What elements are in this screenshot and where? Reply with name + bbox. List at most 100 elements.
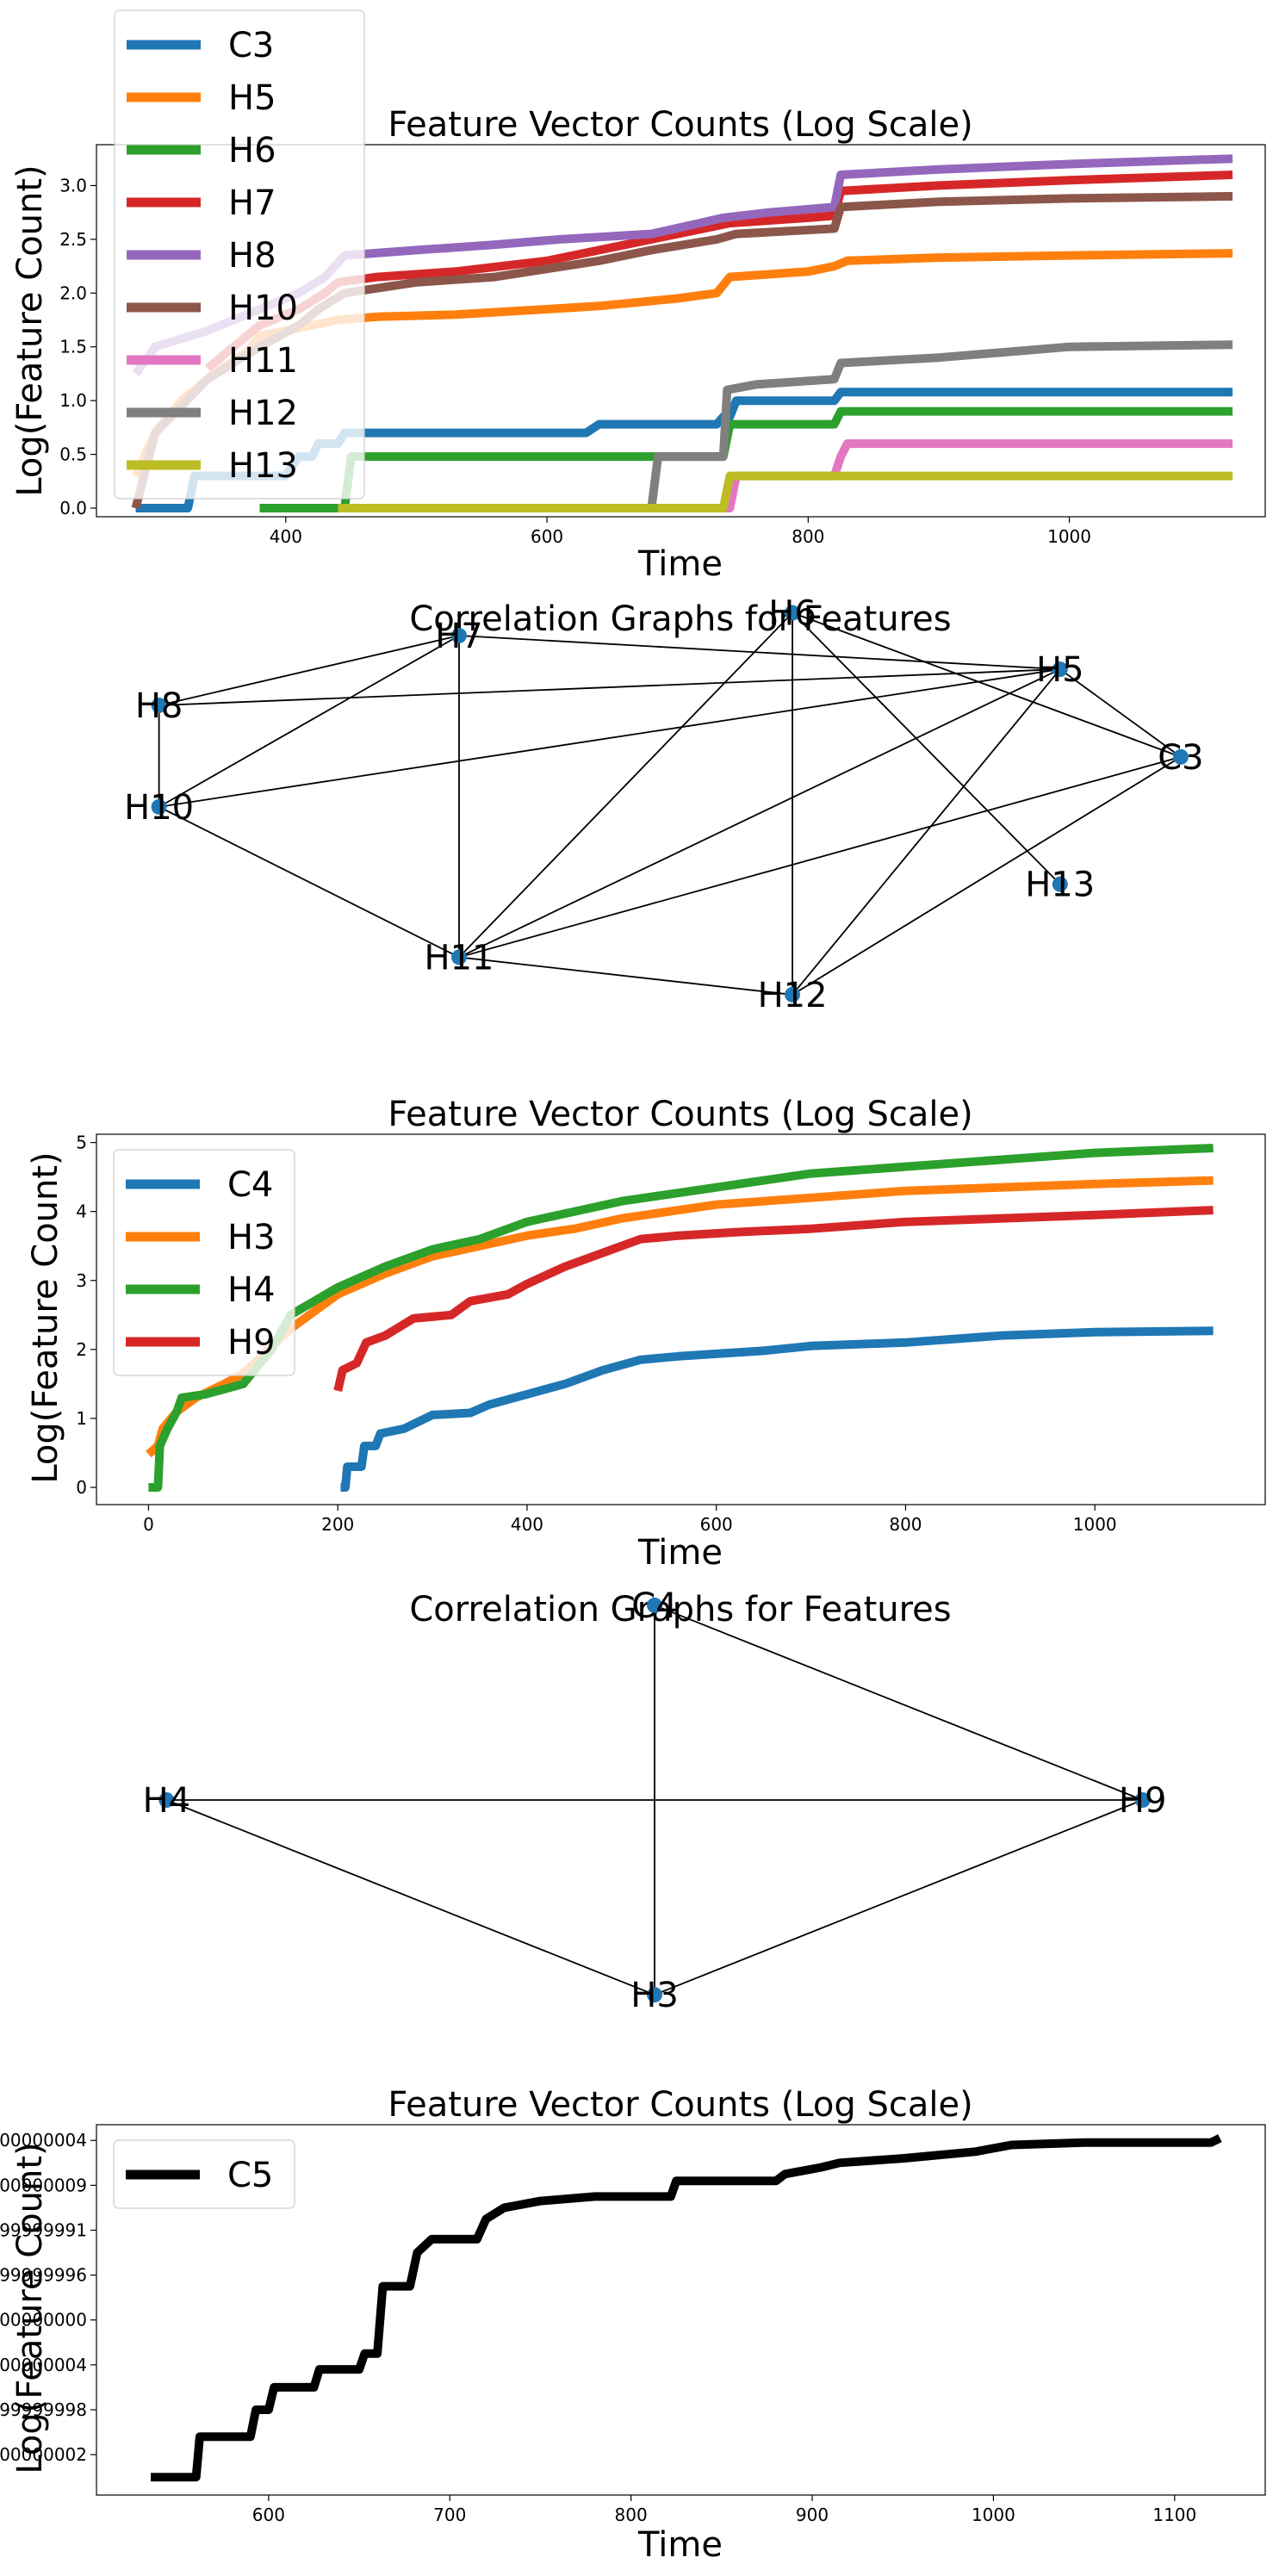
panel-1-legend-label-h10: H10: [228, 289, 298, 328]
panel-1-series-line-h6: [259, 407, 1233, 512]
panel-2-edge-h7-h8: [158, 635, 460, 706]
panel-2-node-h12: [785, 986, 801, 1002]
panel-4-node-label-h3: H3: [630, 1976, 679, 2015]
panel-5-legend-box: [113, 2139, 295, 2209]
panel-5-y-tick-label: 1.39999999999999991: [0, 2219, 87, 2240]
panel-1-legend-label-c3: C3: [228, 26, 274, 65]
panel-4-edge-h4-h3: [165, 1799, 655, 1996]
panel-2-node-label-h12: H12: [758, 976, 828, 1015]
panel-1-series-line-h12: [647, 340, 1233, 509]
panel-3-x-tick-label: 1000: [1073, 1514, 1117, 1535]
panel-5-y-tick-label: 1.60000000000000009: [0, 2175, 87, 2195]
panel-1-legend-label-h11: H11: [228, 341, 298, 381]
panel-5-legend-label-c5: C5: [227, 2156, 273, 2195]
panel-2-edge-h5-h12: [792, 668, 1061, 996]
panel-1-x-tick-label: 400: [270, 526, 302, 547]
panel-4-edge-h3-h9: [654, 1799, 1144, 1996]
panel-2-network: Correlation Graphs for Features H7 H6 H5 H8…: [124, 594, 1204, 1015]
panel-1-legend-box: [114, 9, 365, 500]
panel-1-y-tick-label: 1.5: [59, 337, 87, 357]
panel-5-xlabel: Time: [637, 2525, 723, 2565]
panel-1-y-tick-label: 2.5: [59, 229, 87, 250]
panel-3-legend-label-c4: C4: [227, 1165, 273, 1205]
panel-2-edge-h7-h10: [158, 635, 460, 808]
panel-2-node-h6: [785, 605, 801, 621]
panel-5-x-tick-label: 1100: [1152, 2505, 1196, 2525]
panel-5-ylabel: Log(Feature Count): [10, 2142, 50, 2474]
panel-2-edge-h7-h5: [458, 635, 1060, 670]
panel-4-node-label-c4: C4: [631, 1586, 677, 1626]
panel-3-x-tick-label: 600: [700, 1514, 733, 1535]
panel-1-legend-label-h12: H12: [228, 394, 298, 433]
panel-2-edge-h10-h11: [158, 806, 460, 959]
panel-5-series-line-c5: [151, 2134, 1222, 2482]
panel-1-y-tick-label: 0.5: [59, 444, 87, 465]
panel-2-node-label-h11: H11: [424, 938, 494, 978]
panel-2-node-label-h10: H10: [124, 788, 194, 828]
panel-1-legend-label-h5: H5: [228, 78, 276, 118]
panel-1-x-tick-label: 1000: [1047, 526, 1091, 547]
panel-2-node-label-h6: H6: [768, 594, 816, 634]
panel-1-x-tick-label: 600: [531, 526, 563, 547]
panel-3-y-tick-label: 0: [76, 1477, 87, 1498]
panel-5-series-group: [151, 2134, 1222, 2482]
panel-3-legend-label-h9: H9: [227, 1323, 276, 1362]
panel-2-title: Correlation Graphs for Features: [409, 599, 951, 639]
panel-1-legend-label-h6: H6: [228, 131, 276, 171]
panel-3-y-tick-label: 3: [76, 1270, 87, 1291]
panel-5-y-tick-label: 0.59999999999999998: [0, 2399, 87, 2420]
panel-3-legend-label-h3: H3: [227, 1218, 276, 1257]
panel-5-title: Feature Vector Counts (Log Scale): [388, 2085, 972, 2125]
panel-4-node-label-h9: H9: [1119, 1781, 1167, 1821]
panel-5-x-tick-label: 700: [433, 2505, 466, 2525]
panel-2-node-h10: [151, 798, 167, 815]
panel-5-x-tick-label: 600: [252, 2505, 285, 2525]
panel-1-line-chart: Feature Vector Counts (Log Scale) Time L…: [10, 9, 1266, 584]
panel-4-network: Correlation Graphs for Features C4 H4 H9 H3: [143, 1586, 1167, 2015]
panel-2-edge-h12-c3: [792, 756, 1182, 996]
panel-2-node-h5: [1052, 661, 1068, 678]
panel-2-node-h13: [1052, 876, 1068, 892]
panel-2-node-c3: [1172, 748, 1189, 765]
panel-1-legend-label-h7: H7: [228, 183, 276, 223]
panel-2-node-h8: [151, 697, 167, 713]
panel-2-edge-h11-c3: [458, 755, 1182, 959]
panel-2-node-h7: [450, 627, 467, 643]
panel-1-axes-frame: [96, 144, 1266, 518]
panel-3-series-line-h4: [148, 1144, 1214, 1492]
panel-4-node-label-h4: H4: [143, 1781, 191, 1821]
panel-2-edge-h6-h13: [792, 611, 1061, 885]
panel-2-edge-h5-h11: [458, 668, 1061, 959]
panel-4-node-h9: [1134, 1792, 1151, 1808]
panel-3-series-line-c4: [340, 1326, 1214, 1492]
panel-1-legend-label-h13: H13: [228, 446, 298, 486]
panel-2-node-label-h7: H7: [435, 617, 483, 656]
panel-1-series-line-h13: [338, 471, 1233, 512]
panel-2-node-label-c3: C3: [1158, 738, 1203, 778]
panel-3-x-tick-label: 400: [511, 1514, 543, 1535]
panel-3-x-tick-label: 200: [321, 1514, 354, 1535]
panel-2-node-label-h8: H8: [135, 686, 183, 726]
panel-3-y-tick-label: 5: [76, 1133, 87, 1153]
panel-3-y-tick-label: 4: [76, 1201, 87, 1222]
panel-2-edge-h6-h11: [458, 611, 793, 959]
panel-1-legend-label-h8: H8: [228, 236, 276, 276]
panel-2-node-label-h5: H5: [1036, 650, 1084, 690]
panel-3-x-tick-label: 800: [889, 1514, 922, 1535]
panel-4-edge-c4-h9: [654, 1605, 1144, 1801]
panel-1-ylabel: Log(Feature Count): [10, 164, 50, 496]
panel-3-y-tick-label: 1: [76, 1408, 87, 1429]
panel-3-legend-label-h4: H4: [227, 1270, 276, 1310]
panel-2-edge-h5-c3: [1059, 668, 1182, 758]
panel-1-y-tick-label: 1.0: [59, 390, 87, 411]
panel-2-node-h11: [450, 949, 467, 965]
panel-3-line-chart: Feature Vector Counts (Log Scale) Time L…: [26, 1095, 1266, 1573]
panel-2-edge-h6-c3: [792, 611, 1182, 758]
panel-1-y-tick-label: 3.0: [59, 175, 87, 196]
panel-5-x-tick-label: 900: [796, 2505, 829, 2525]
panel-1-title: Feature Vector Counts (Log Scale): [388, 105, 972, 145]
panel-4-node-c4: [647, 1597, 662, 1613]
panel-1-y-tick-label: 2.0: [59, 282, 87, 303]
panel-3-x-tick-label: 0: [143, 1514, 154, 1535]
